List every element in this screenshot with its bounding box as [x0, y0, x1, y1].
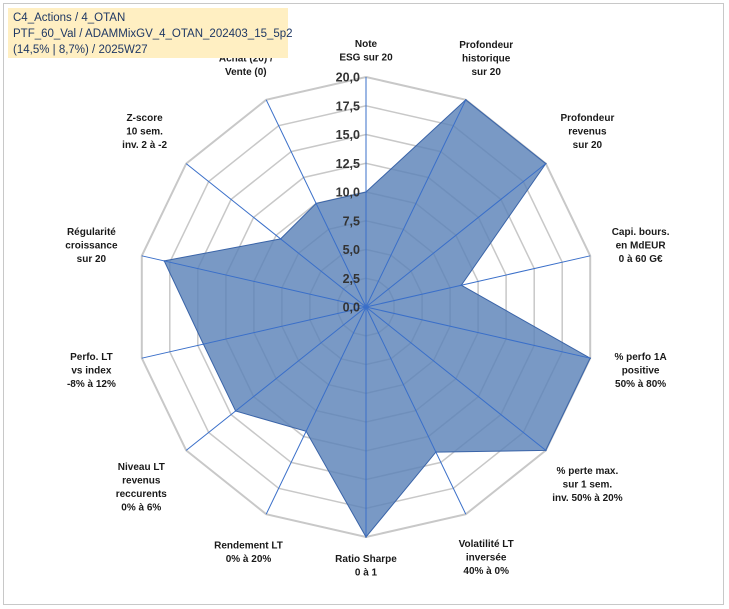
category-label-line: sur 20	[77, 254, 107, 265]
category-label: Profondeur historique sur 20	[459, 40, 513, 78]
category-label: Rendement LT 0% à 20%	[214, 540, 283, 565]
tick-label: 20,0	[336, 71, 360, 85]
category-label: Profondeur revenus sur 20	[560, 113, 614, 151]
category-label-line: 0 à 1	[355, 567, 378, 578]
header-line-3: (14,5% | 8,7%) / 2025W27	[13, 44, 148, 56]
category-label-line: Profondeur	[560, 113, 614, 124]
category-label-line: en MdEUR	[616, 240, 667, 251]
category-label-line: ESG sur 20	[339, 52, 393, 63]
category-label-line: Niveau LT	[118, 462, 165, 473]
category-label-line: Volatilité LT	[459, 539, 514, 550]
tick-label: 12,5	[336, 157, 360, 171]
category-label-line: Profondeur	[459, 40, 513, 51]
category-label-line: Vente (0)	[225, 67, 267, 78]
tick-label: 7,5	[343, 214, 360, 228]
tick-label: 0,0	[343, 301, 360, 315]
category-label-line: 0 à 60 G€	[619, 254, 663, 265]
axis-spoke	[365, 306, 547, 451]
category-label: Ratio Sharpe 0 à 1	[335, 554, 397, 579]
category-label: Perfo. LT vs index -8% à 12%	[67, 352, 116, 390]
tick-label: 5,0	[343, 243, 360, 257]
axis-spoke	[365, 306, 467, 515]
category-label: % perfo 1A positive 50% à 80%	[614, 352, 666, 390]
axis-spoke	[365, 255, 591, 308]
axis-spoke	[365, 163, 547, 308]
category-label-line: revenus	[568, 127, 607, 138]
category-label-line: 0% à 20%	[226, 554, 272, 565]
category-label-line: positive	[622, 366, 660, 377]
tick-label: 15,0	[336, 128, 360, 142]
axis-spoke	[265, 99, 367, 308]
axis-spoke	[185, 163, 367, 308]
axis-spoke	[185, 306, 367, 451]
category-label-line: -8% à 12%	[67, 379, 116, 390]
category-label: Note ESG sur 20	[339, 39, 393, 64]
axis-spoke	[365, 306, 591, 359]
category-label-line: inv. 2 à -2	[122, 140, 167, 151]
category-label: % perte max. sur 1 sem. inv. 50% à 20%	[552, 466, 623, 504]
tick-label: 2,5	[343, 272, 360, 286]
category-label-line: 50% à 80%	[615, 379, 666, 390]
category-label-line: Rendement LT	[214, 540, 283, 551]
category-label-line: Z-score	[127, 113, 164, 124]
category-label-line: reccurents	[116, 489, 168, 500]
tick-label: 10,0	[336, 186, 360, 200]
category-label-line: revenus	[122, 476, 161, 487]
category-label-line: Note	[355, 39, 378, 50]
category-label-line: 40% à 0%	[463, 566, 509, 577]
category-label-line: Capi. bours.	[612, 227, 670, 238]
category-label: Z-score 10 sem. inv. 2 à -2	[122, 113, 167, 151]
category-label: Niveau LT revenus reccurents 0% à 6%	[116, 462, 168, 514]
category-label: Régularité croissance sur 20	[65, 227, 118, 265]
category-label-line: vs index	[71, 366, 111, 377]
radar-tick-labels: 0,0 2,5 5,0 7,5 10,0 12,5 15,0 17,5 20,0	[336, 71, 360, 315]
category-label: Volatilité LT inversée 40% à 0%	[459, 539, 514, 577]
category-label-line: 10 sem.	[126, 127, 163, 138]
axis-spoke	[365, 99, 467, 308]
category-label-line: sur 20	[471, 67, 501, 78]
axis-spoke	[141, 306, 367, 359]
category-label-line: sur 1 sem.	[563, 480, 613, 491]
category-label-line: % perfo 1A	[614, 352, 666, 363]
category-label-line: Régularité	[67, 227, 116, 238]
chart-header-box: C4_Actions / 4_OTAN PTF_60_Val / ADAMMix…	[8, 8, 293, 58]
axis-spoke	[141, 255, 367, 308]
category-label-line: 0% à 6%	[121, 503, 161, 514]
category-label-line: % perte max.	[557, 466, 619, 477]
category-label-line: Perfo. LT	[70, 352, 113, 363]
category-label-line: historique	[462, 54, 511, 65]
category-label-line: Ratio Sharpe	[335, 554, 397, 565]
category-label-line: sur 20	[573, 140, 603, 151]
category-label-line: inversée	[466, 553, 507, 564]
axis-spoke	[265, 306, 367, 515]
header-line-1: C4_Actions / 4_OTAN	[13, 12, 126, 24]
header-line-2: PTF_60_Val / ADAMMixGV_4_OTAN_202403_15_…	[13, 28, 293, 40]
category-label-line: inv. 50% à 20%	[552, 493, 623, 504]
category-label: Capi. bours. en MdEUR 0 à 60 G€	[612, 227, 670, 265]
category-label-line: croissance	[65, 240, 118, 251]
radar-spokes	[141, 77, 591, 537]
category-label-line: Achat (20) /	[219, 54, 273, 65]
radar-series	[163, 99, 591, 538]
tick-label: 17,5	[336, 99, 360, 113]
